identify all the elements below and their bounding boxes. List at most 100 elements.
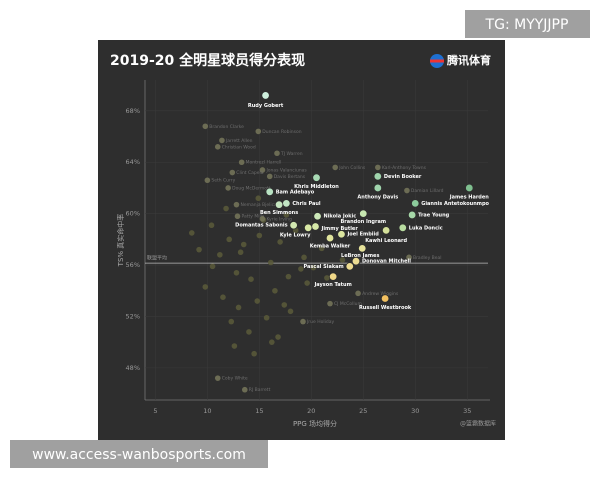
point (332, 164, 339, 171)
point (406, 254, 412, 261)
faint-label: Montrezl Harrell (246, 160, 282, 166)
faint-label: Coby White (222, 376, 248, 382)
x-tick-label: 20 (307, 407, 315, 415)
point (267, 259, 274, 266)
watermark: TG: MYYJJPP (485, 17, 569, 33)
point (248, 276, 254, 282)
y-tick-label: 52% (126, 312, 140, 320)
highlight-point (358, 244, 367, 253)
point-label: Khris Middleton (294, 184, 339, 190)
faint-label: Jrue Holiday (306, 319, 334, 325)
point (220, 294, 226, 300)
point (287, 308, 294, 315)
x-tick-label: 35 (463, 407, 471, 415)
chart-panel (98, 40, 505, 440)
highlight-point (381, 226, 391, 235)
point (217, 251, 223, 258)
highlight-point (465, 183, 474, 193)
y-axis-label: TS% 真实命中率 (116, 214, 125, 268)
x-tick-label: 5 (153, 407, 157, 415)
watermark: www.access-wanbosports.com (32, 447, 246, 463)
faint-label: Doug McDermott (232, 185, 271, 191)
faint-label: Bradley Beal (413, 255, 442, 261)
point (281, 302, 288, 308)
watermark-box (10, 440, 268, 468)
point (310, 264, 317, 271)
point (246, 329, 252, 335)
point (298, 266, 304, 272)
highlight-point (274, 200, 284, 209)
point (241, 386, 248, 393)
point (355, 290, 361, 297)
point-label: Kyle Lowry (280, 232, 311, 238)
highlight-point (359, 209, 368, 218)
point (237, 249, 244, 256)
point (231, 343, 238, 349)
x-tick-label: 30 (411, 407, 419, 415)
highlight-point (303, 223, 313, 232)
point (318, 245, 325, 252)
point (274, 150, 280, 157)
source: @篮霸数据库 (460, 420, 496, 428)
point (375, 164, 381, 171)
faint-label: Jonas Valanciunas (265, 167, 307, 173)
faint-label: John Collins (338, 165, 366, 171)
highlight-point (325, 233, 335, 243)
faint-label: Duncan Robinson (262, 129, 301, 135)
point (327, 300, 333, 307)
x-tick-label: 25 (359, 407, 367, 415)
point-label: Donovan Mitchell (362, 259, 411, 265)
average-label: 联盟平均 (147, 255, 167, 262)
faint-label: Christian Wood (222, 144, 256, 150)
point (283, 212, 290, 218)
highlight-point (351, 257, 361, 266)
point (404, 187, 410, 194)
point (240, 241, 247, 248)
chart-title: 2019-20 全明星球员得分表现 (110, 52, 305, 69)
point-label: Anthony Davis (357, 194, 398, 200)
y-tick-label: 64% (126, 158, 140, 166)
point-label: Chris Paul (292, 201, 321, 207)
highlight-point (411, 199, 420, 208)
point (238, 159, 245, 166)
highlight-point (261, 91, 270, 100)
point-label: Trae Young (418, 212, 450, 218)
plot: 5 10 15 20 25 30 35 48% 52% 56% 60% 64% 68% 联盟平均 Brand… (126, 80, 490, 415)
point (255, 128, 262, 135)
logo: 腾讯体育 (447, 53, 491, 67)
faint-label: Clint Capela (236, 170, 263, 176)
x-axis-label: PPG 场均得分 (293, 419, 337, 428)
highlight-point (265, 187, 274, 197)
point (324, 275, 330, 281)
point (229, 169, 236, 176)
point (208, 222, 215, 229)
point (275, 334, 281, 340)
point (301, 254, 307, 261)
highlight-point (407, 210, 417, 220)
point (263, 314, 270, 321)
point (188, 230, 195, 236)
highlight-point (380, 294, 390, 303)
y-tick-label: 48% (126, 364, 140, 372)
point (196, 246, 202, 253)
point-label: Kemba Walker (310, 244, 351, 250)
faint-label: CJ McCollum (334, 301, 362, 307)
point (255, 195, 262, 202)
point (233, 201, 240, 208)
watermark-box (465, 10, 590, 38)
point (256, 232, 263, 239)
point-label: Luka Doncic (409, 225, 443, 231)
highlight-point (282, 199, 291, 208)
faint-label: Jarrett Allen (225, 138, 253, 144)
faint-label: Andrew Wiggins (362, 291, 399, 297)
point (214, 375, 221, 381)
point (254, 298, 261, 304)
point (251, 350, 257, 357)
point-label: Bam Adebayo (276, 189, 315, 195)
point (259, 167, 266, 173)
point-label: Jimmy Butler (320, 226, 358, 232)
point-label: Devin Booker (384, 174, 422, 180)
point (259, 215, 266, 222)
faint-label: Nemanja Bjelica (240, 202, 277, 208)
point (219, 137, 225, 144)
